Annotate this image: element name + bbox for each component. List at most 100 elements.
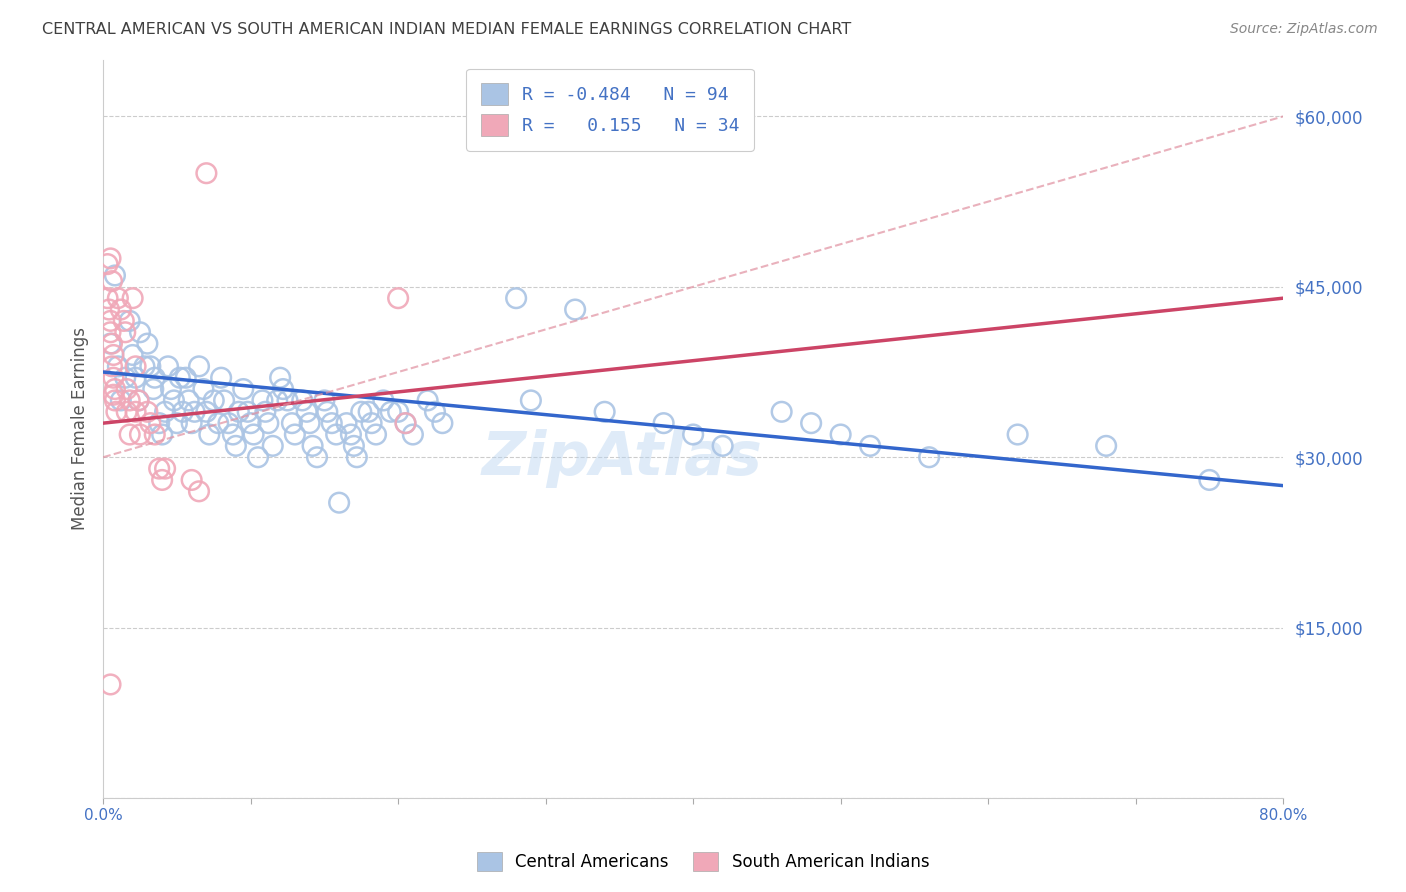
Point xyxy=(105,405,128,419)
Point xyxy=(110,302,132,317)
Point xyxy=(98,302,121,317)
Point xyxy=(1198,473,1220,487)
Point xyxy=(225,439,247,453)
Point xyxy=(711,439,734,453)
Point xyxy=(114,325,136,339)
Point xyxy=(188,359,211,374)
Point xyxy=(142,382,165,396)
Point xyxy=(394,416,416,430)
Point xyxy=(103,370,125,384)
Point xyxy=(394,416,416,430)
Point xyxy=(387,291,409,305)
Point xyxy=(343,439,366,453)
Point xyxy=(1007,427,1029,442)
Text: Source: ZipAtlas.com: Source: ZipAtlas.com xyxy=(1230,22,1378,37)
Point xyxy=(188,484,211,499)
Point xyxy=(118,393,141,408)
Point xyxy=(276,393,298,408)
Point xyxy=(163,393,186,408)
Point xyxy=(305,450,328,465)
Point xyxy=(107,291,129,305)
Point xyxy=(180,416,202,430)
Point xyxy=(247,450,270,465)
Point xyxy=(340,427,363,442)
Point xyxy=(172,405,194,419)
Point xyxy=(124,370,146,384)
Point xyxy=(139,416,162,430)
Point xyxy=(212,393,235,408)
Point xyxy=(830,427,852,442)
Text: CENTRAL AMERICAN VS SOUTH AMERICAN INDIAN MEDIAN FEMALE EARNINGS CORRELATION CHA: CENTRAL AMERICAN VS SOUTH AMERICAN INDIA… xyxy=(42,22,852,37)
Point xyxy=(143,370,166,384)
Point xyxy=(136,405,159,419)
Point xyxy=(380,405,402,419)
Point xyxy=(284,427,307,442)
Point xyxy=(115,382,138,396)
Point xyxy=(110,393,132,408)
Point xyxy=(115,405,138,419)
Point xyxy=(136,336,159,351)
Point xyxy=(254,405,277,419)
Point xyxy=(198,427,221,442)
Point xyxy=(1095,439,1118,453)
Point xyxy=(266,393,288,408)
Point xyxy=(364,427,387,442)
Point xyxy=(101,359,124,374)
Point xyxy=(150,473,173,487)
Point xyxy=(103,388,125,402)
Point xyxy=(301,439,323,453)
Point xyxy=(262,439,284,453)
Legend: R = -0.484   N = 94, R =   0.155   N = 34: R = -0.484 N = 94, R = 0.155 N = 34 xyxy=(467,69,754,151)
Point xyxy=(128,393,150,408)
Point xyxy=(325,427,347,442)
Point xyxy=(96,291,118,305)
Point xyxy=(101,336,124,351)
Point xyxy=(209,370,232,384)
Point xyxy=(918,450,941,465)
Point xyxy=(193,382,215,396)
Point xyxy=(298,416,321,430)
Point xyxy=(104,268,127,283)
Point xyxy=(387,405,409,419)
Point xyxy=(800,416,823,430)
Legend: Central Americans, South American Indians: Central Americans, South American Indian… xyxy=(468,843,938,880)
Point xyxy=(107,359,129,374)
Point xyxy=(150,427,173,442)
Point xyxy=(148,461,170,475)
Point xyxy=(335,416,357,430)
Point xyxy=(770,405,793,419)
Point xyxy=(360,416,382,430)
Point xyxy=(269,370,291,384)
Point xyxy=(128,393,150,408)
Y-axis label: Median Female Earnings: Median Female Earnings xyxy=(72,327,89,531)
Point xyxy=(346,450,368,465)
Point xyxy=(228,405,250,419)
Point xyxy=(100,336,122,351)
Point xyxy=(183,405,205,419)
Point xyxy=(350,405,373,419)
Point xyxy=(593,405,616,419)
Point xyxy=(236,405,259,419)
Point xyxy=(222,427,245,442)
Point xyxy=(180,473,202,487)
Point xyxy=(118,314,141,328)
Point xyxy=(314,393,336,408)
Point xyxy=(101,274,124,288)
Point xyxy=(682,427,704,442)
Point xyxy=(242,427,264,442)
Text: ZipAtlas: ZipAtlas xyxy=(482,429,763,488)
Point xyxy=(232,382,254,396)
Point xyxy=(432,416,454,430)
Point xyxy=(166,416,188,430)
Point xyxy=(174,370,197,384)
Point xyxy=(121,291,143,305)
Point xyxy=(291,393,314,408)
Point xyxy=(505,291,527,305)
Point xyxy=(402,427,425,442)
Point xyxy=(103,348,125,362)
Point xyxy=(564,302,586,317)
Point xyxy=(321,416,343,430)
Point xyxy=(328,496,350,510)
Point xyxy=(416,393,439,408)
Point xyxy=(139,359,162,374)
